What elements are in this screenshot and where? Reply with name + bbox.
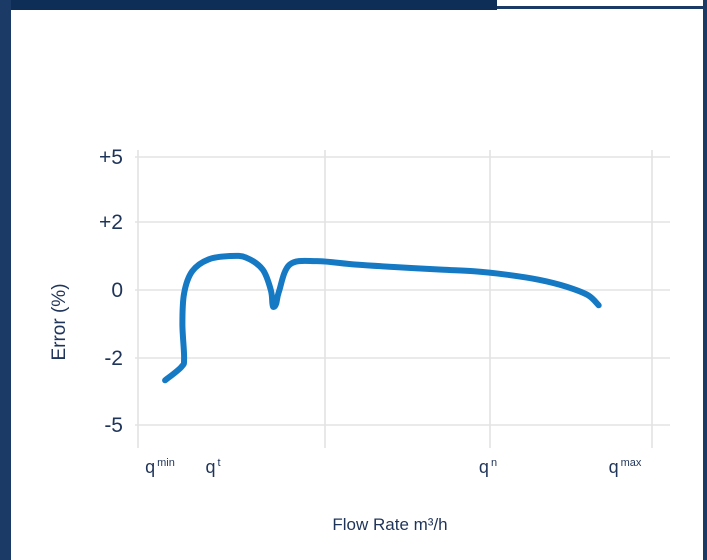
frame-top-bar bbox=[0, 0, 497, 10]
x-tick-label: q max bbox=[609, 457, 642, 477]
frame-left-border bbox=[0, 0, 11, 560]
error-curve-line bbox=[162, 252, 602, 384]
y-tick-label: -5 bbox=[104, 414, 123, 437]
x-axis-title: Flow Rate m³/h bbox=[332, 515, 447, 534]
y-tick-label: -2 bbox=[104, 347, 123, 370]
y-tick-label: +5 bbox=[99, 146, 123, 169]
y-axis-title: Error (%) bbox=[49, 283, 70, 360]
series-group bbox=[162, 252, 602, 384]
y-tick-label: +2 bbox=[99, 211, 123, 234]
x-tick-labels: q min q t q n q max bbox=[145, 457, 642, 477]
y-tick-labels: +5 +2 0 -2 -5 bbox=[99, 146, 123, 437]
frame-right-border bbox=[703, 0, 707, 560]
x-tick-label: q min bbox=[145, 457, 175, 477]
y-tick-label: 0 bbox=[111, 279, 123, 302]
frame-top-line bbox=[497, 6, 707, 9]
